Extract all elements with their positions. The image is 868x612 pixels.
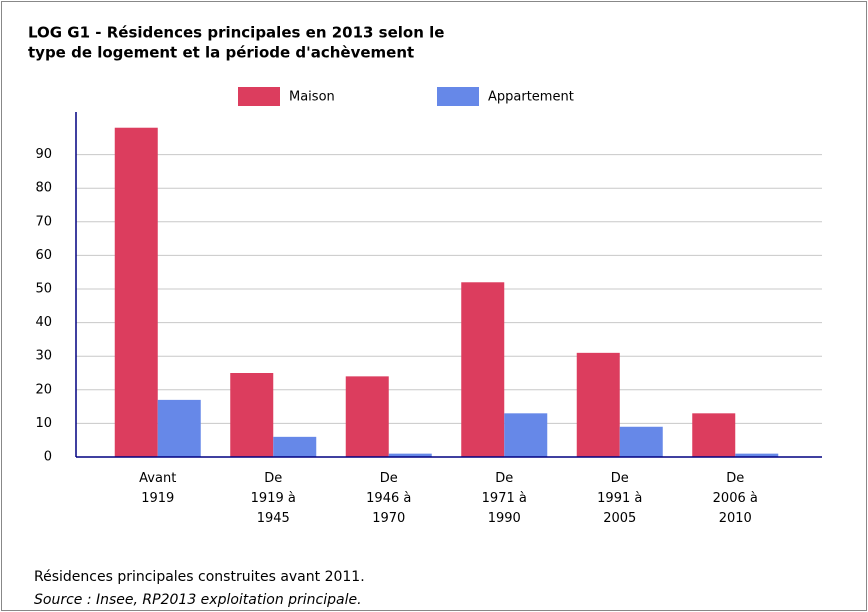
x-tick-line: 1919 à: [251, 491, 296, 506]
y-tick-label: 30: [35, 349, 52, 364]
x-tick-line: De: [264, 471, 282, 486]
y-tick-label: 0: [44, 450, 52, 465]
chart-title: LOG G1 - Résidences principales en 2013 …: [28, 24, 444, 42]
bar: [576, 352, 620, 457]
bar: [230, 373, 274, 457]
x-tick-line: 1946 à: [366, 491, 411, 506]
y-tick-label: 80: [35, 181, 52, 196]
y-tick-label: 50: [35, 282, 52, 297]
x-tick-label: De 1991 à 2005: [597, 471, 642, 526]
x-tick-label: De 1946 à 1970: [366, 471, 411, 526]
x-tick-line: 1991 à: [597, 491, 642, 506]
x-tick-line: 1945: [257, 511, 290, 526]
y-tick-label: 70: [35, 214, 52, 229]
legend-swatch: [437, 87, 479, 106]
y-tick-label: 90: [35, 147, 52, 162]
bar: [345, 376, 389, 457]
x-tick-line: 2010: [719, 511, 752, 526]
note: Résidences principales construites avant…: [34, 569, 365, 585]
x-tick-label: De 2006 à 2010: [713, 471, 758, 526]
bar: [157, 399, 201, 457]
x-tick-line: De: [380, 471, 398, 486]
x-tick-line: De: [495, 471, 513, 486]
y-tick-label: 10: [35, 416, 52, 431]
legend-swatch: [238, 87, 280, 106]
bar: [504, 413, 548, 457]
x-tick-label: Avant 1919: [139, 471, 176, 506]
x-tick-line: De: [611, 471, 629, 486]
x-tick-line: 1971 à: [482, 491, 527, 506]
x-tick-line: De: [726, 471, 744, 486]
legend-label: Maison: [289, 90, 335, 105]
bar: [388, 453, 432, 457]
legend-label: Appartement: [488, 90, 574, 105]
y-tick-label: 40: [35, 315, 52, 330]
bar: [114, 127, 158, 457]
bar: [273, 436, 317, 457]
x-tick-line: Avant: [139, 471, 176, 486]
y-tick-label: 60: [35, 248, 52, 263]
x-tick-label: De 1919 à 1945: [251, 471, 296, 526]
bar: [692, 413, 736, 457]
x-tick-line: 1990: [488, 511, 521, 526]
x-tick-line: 1919: [141, 491, 174, 506]
x-tick-line: 1970: [372, 511, 405, 526]
source: Source : Insee, RP2013 exploitation prin…: [34, 592, 362, 608]
bar: [735, 453, 779, 457]
x-tick-line: 2006 à: [713, 491, 758, 506]
x-tick-label: De 1971 à 1990: [482, 471, 527, 526]
x-tick-line: 2005: [603, 511, 636, 526]
y-tick-label: 20: [35, 382, 52, 397]
chart-title: type de logement et la période d'achèvem…: [28, 44, 414, 62]
bar: [619, 426, 663, 457]
bar: [461, 282, 505, 457]
